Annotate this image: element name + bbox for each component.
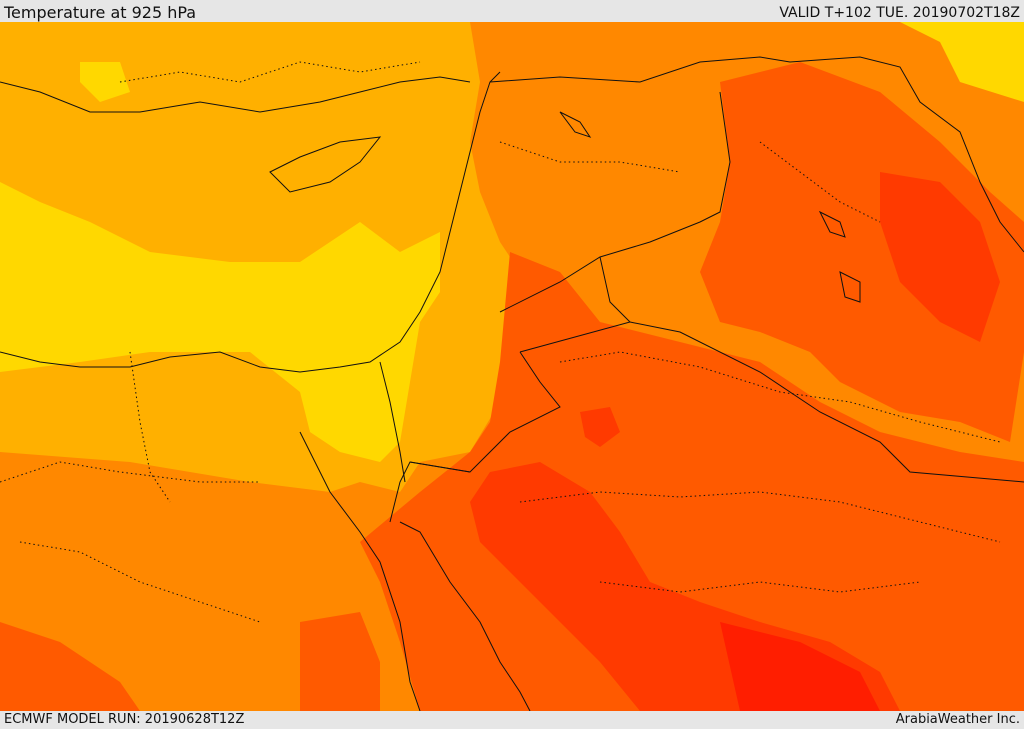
temp-zone-redorange-east [700, 62, 1024, 442]
map-title: Temperature at 925 hPa [4, 3, 197, 22]
temp-zone-red-east [880, 172, 1000, 342]
temperature-map [0, 22, 1024, 711]
credit-label: ArabiaWeather Inc. [895, 712, 1020, 727]
model-run-label: ECMWF MODEL RUN: 20190628T12Z [4, 712, 245, 727]
temp-zone-redorange-sw [300, 612, 380, 711]
header-bar: Temperature at 925 hPa VALID T+102 TUE. … [0, 0, 1024, 22]
country-borders [389, 56, 1024, 523]
temp-zone-redorange-w [0, 622, 140, 711]
coastlines [0, 71, 861, 711]
temp-zone-red-hot [720, 622, 880, 711]
temp-zone-redorange-south [360, 252, 1024, 711]
footer-bar: ECMWF MODEL RUN: 20190628T12Z ArabiaWeat… [0, 711, 1024, 729]
temp-zone-yellow-med [0, 182, 440, 462]
temp-zone-red-patch [580, 407, 620, 447]
temp-zone-yellow-ne [780, 22, 1024, 102]
valid-time: VALID T+102 TUE. 20190702T18Z [779, 5, 1020, 21]
temp-zone-yellow-north [80, 62, 130, 102]
admin-borders [0, 61, 1001, 623]
